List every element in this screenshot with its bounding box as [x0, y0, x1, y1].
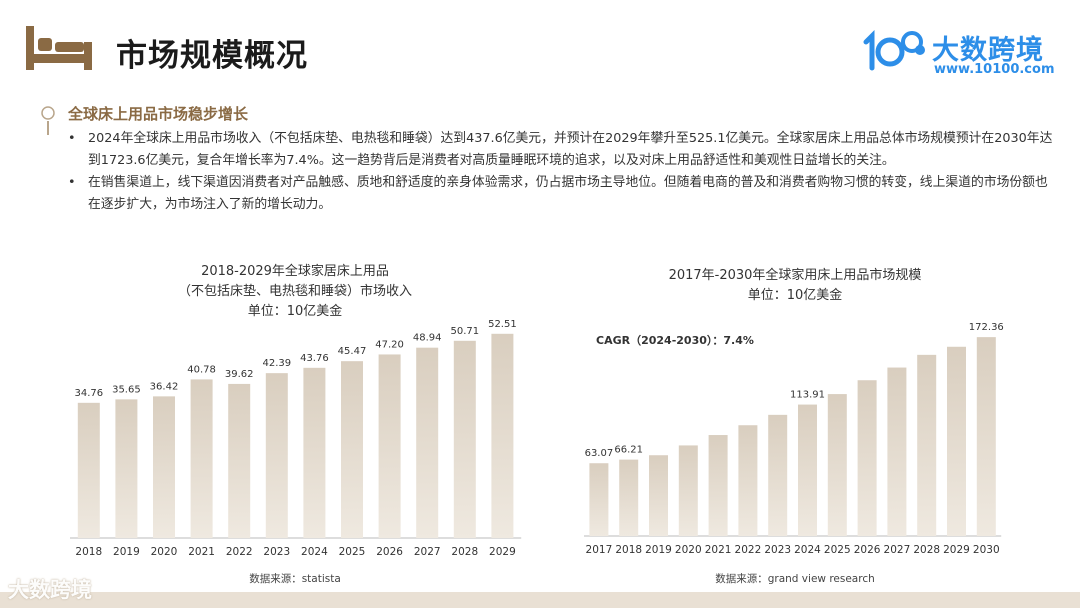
right-chart-source: 数据来源：grand view research	[715, 573, 875, 585]
left-bar-2025	[341, 361, 363, 538]
left-chart-source: 数据来源：statista	[249, 573, 341, 585]
right-chart: 2017年-2030年全球家用床上用品市场规模 单位：10亿美金 CAGR（20…	[580, 266, 1010, 592]
left-tick-label-2018: 2018	[75, 546, 102, 558]
left-bar-2021	[190, 379, 213, 538]
bullet-text: 2024年全球床上用品市场收入（不包括床垫、电热毯和睡袋）达到437.6亿美元，…	[88, 131, 1053, 168]
right-chart-plot: 63.07 2017 66.21 2018 2019 2020 2021 2022 2023 11…	[584, 322, 1004, 556]
right-bar-2028	[917, 354, 937, 536]
right-bar-2022	[738, 425, 758, 536]
right-bar-2025	[827, 394, 847, 536]
left-chart-title-line-1: 2018-2029年全球家居床上用品	[201, 264, 389, 279]
right-bar-2019	[649, 455, 668, 536]
left-value-label-2027: 48.94	[413, 333, 442, 344]
right-bar-2023	[768, 414, 788, 536]
left-tick-label-2029: 2029	[489, 546, 516, 558]
right-tick-label-2020: 2020	[675, 544, 702, 556]
left-chart-title-line-2: （不包括床垫、电热毯和睡袋）市场收入	[177, 284, 412, 299]
bullet-item: • 2024年全球床上用品市场收入（不包括床垫、电热毯和睡袋）达到437.6亿美元…	[68, 128, 1053, 172]
left-chart-unit: 单位：10亿美金	[247, 304, 343, 319]
left-tick-label-2026: 2026	[376, 546, 403, 558]
logo-mark-icon	[863, 29, 925, 71]
right-tick-label-2017: 2017	[586, 544, 613, 556]
left-value-label-2021: 40.78	[187, 364, 216, 375]
right-bar-2017	[589, 463, 609, 536]
right-bar-2021	[708, 435, 728, 536]
left-bar-2023	[265, 373, 288, 538]
left-value-label-2029: 52.51	[488, 319, 517, 330]
section-title: 全球床上用品市场稳步增长	[68, 105, 249, 123]
left-tick-label-2025: 2025	[339, 546, 366, 558]
circle-marker-icon	[41, 106, 55, 120]
right-tick-label-2025: 2025	[824, 544, 851, 556]
right-value-label-2024: 113.91	[790, 390, 825, 401]
left-tick-label-2020: 2020	[151, 546, 178, 558]
left-bar-2024	[303, 367, 326, 538]
right-tick-label-2019: 2019	[645, 544, 672, 556]
right-value-label-2018: 66.21	[614, 445, 643, 456]
left-bar-2028	[453, 340, 476, 538]
right-tick-label-2023: 2023	[764, 544, 791, 556]
left-value-label-2025: 45.47	[338, 346, 367, 357]
logo-name: 大数跨境	[932, 35, 1044, 66]
header: 市场规模概况 大数跨境 www.10100.com	[0, 0, 1080, 90]
left-bar-2026	[378, 354, 401, 538]
left-value-label-2024: 43.76	[300, 353, 329, 364]
left-value-label-2022: 39.62	[225, 369, 254, 380]
right-tick-label-2021: 2021	[705, 544, 732, 556]
right-bar-2018	[619, 459, 639, 536]
left-tick-label-2027: 2027	[414, 546, 441, 558]
left-tick-label-2021: 2021	[188, 546, 215, 558]
right-chart-title-line-1: 2017年-2030年全球家用床上用品市场规模	[668, 268, 922, 283]
left-tick-label-2019: 2019	[113, 546, 140, 558]
footer-logo: 大数跨境	[8, 578, 92, 602]
left-chart: 2018-2029年全球家居床上用品 （不包括床垫、电热毯和睡袋）市场收入 单位…	[60, 262, 530, 592]
right-tick-label-2024: 2024	[794, 544, 821, 556]
bullet-dot-icon: •	[68, 131, 76, 146]
logo-url: www.10100.com	[934, 62, 1055, 77]
footer-band	[0, 592, 1080, 608]
right-tick-label-2018: 2018	[615, 544, 642, 556]
page-title: 市场规模概况	[116, 38, 308, 74]
left-bar-2019	[115, 399, 138, 538]
left-value-label-2026: 47.20	[375, 339, 404, 350]
left-value-label-2020: 36.42	[150, 381, 179, 392]
left-bar-2022	[228, 383, 251, 538]
right-tick-label-2027: 2027	[884, 544, 911, 556]
left-value-label-2019: 35.65	[112, 384, 141, 395]
right-bar-2029	[947, 346, 966, 536]
right-chart-unit: 单位：10亿美金	[747, 288, 843, 303]
right-bar-2024	[798, 404, 817, 536]
right-value-label-2017: 63.07	[585, 448, 614, 459]
bullet-text: 在销售渠道上，线下渠道因消费者对产品触感、质地和舒适度的亲身体验需求，仍占据市场…	[88, 175, 1048, 212]
left-bar-2020	[153, 396, 175, 538]
bullet-dot-icon: •	[68, 175, 76, 190]
left-chart-plot: 34.76 2018 35.65 2019 36.42 2020 40.78 2021 39.6…	[70, 319, 522, 558]
left-bar-2018	[77, 402, 100, 538]
right-bar-2026	[857, 380, 877, 536]
left-value-label-2023: 42.39	[262, 358, 291, 369]
right-tick-label-2030: 2030	[973, 544, 1000, 556]
section-divider	[47, 121, 49, 135]
bed-icon	[26, 26, 92, 70]
left-bar-2029	[491, 333, 514, 538]
left-tick-label-2024: 2024	[301, 546, 328, 558]
right-bar-2027	[887, 367, 907, 536]
brand-logo: 大数跨境 www.10100.com	[862, 26, 1062, 80]
right-bar-2020	[678, 445, 698, 536]
bullet-item: • 在销售渠道上，线下渠道因消费者对产品触感、质地和舒适度的亲身体验需求，仍占据市…	[68, 172, 1053, 216]
left-value-label-2028: 50.71	[450, 326, 479, 337]
right-tick-label-2022: 2022	[735, 544, 762, 556]
left-tick-label-2028: 2028	[451, 546, 478, 558]
right-tick-label-2029: 2029	[943, 544, 970, 556]
left-tick-label-2022: 2022	[226, 546, 253, 558]
left-value-label-2018: 34.76	[74, 388, 103, 399]
right-tick-label-2028: 2028	[913, 544, 940, 556]
right-tick-label-2026: 2026	[854, 544, 881, 556]
right-bar-2030	[976, 337, 996, 536]
left-tick-label-2023: 2023	[263, 546, 290, 558]
cagr-annotation: CAGR（2024-2030）：7.4%	[596, 334, 754, 347]
right-value-label-2030: 172.36	[969, 322, 1004, 333]
left-bar-2027	[416, 347, 439, 538]
bullet-list: • 2024年全球床上用品市场收入（不包括床垫、电热毯和睡袋）达到437.6亿美元…	[68, 128, 1053, 216]
